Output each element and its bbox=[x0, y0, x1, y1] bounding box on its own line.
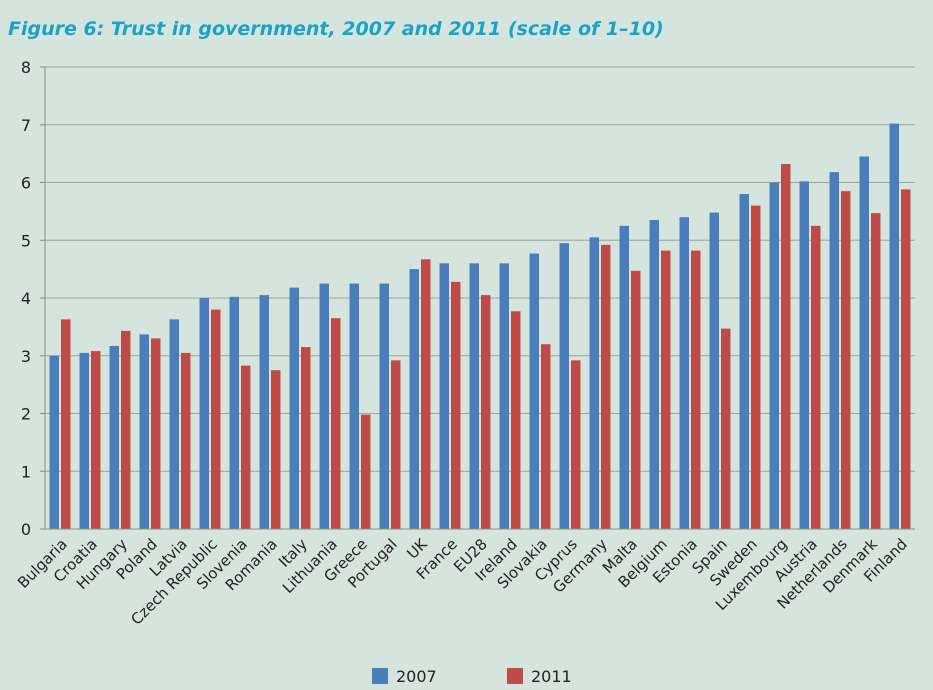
y-tick-label: 1 bbox=[21, 462, 31, 481]
bar-2011 bbox=[451, 281, 461, 529]
bar-2011 bbox=[571, 360, 581, 529]
bar-2011 bbox=[211, 309, 221, 529]
bar-2011 bbox=[541, 344, 551, 529]
bars bbox=[49, 123, 911, 530]
y-tick-label: 2 bbox=[21, 405, 31, 424]
bar-2007 bbox=[649, 220, 659, 529]
bar-2011 bbox=[481, 295, 491, 529]
bar-2011 bbox=[91, 351, 101, 529]
bar-2007 bbox=[619, 225, 629, 529]
bar-2007 bbox=[829, 172, 839, 530]
y-tick-label: 0 bbox=[21, 520, 31, 539]
bar-2007 bbox=[529, 253, 539, 529]
bar-2011 bbox=[811, 225, 821, 529]
bar-2007 bbox=[229, 296, 239, 529]
bar-2007 bbox=[709, 212, 719, 529]
bar-2011 bbox=[871, 213, 881, 530]
bar-2011 bbox=[181, 352, 191, 529]
bar-2007 bbox=[739, 194, 749, 530]
bar-2007 bbox=[799, 181, 809, 529]
bar-2007 bbox=[349, 283, 359, 529]
bar-2011 bbox=[61, 319, 71, 529]
bar-2007 bbox=[409, 269, 419, 529]
bar-2011 bbox=[601, 244, 611, 529]
y-tick-label: 8 bbox=[21, 58, 31, 77]
bar-2011 bbox=[781, 164, 791, 529]
x-axis-labels: BulgariaCroatiaHungaryPolandLatviaCzech … bbox=[14, 534, 911, 628]
bar-2011 bbox=[151, 338, 161, 529]
bar-2011 bbox=[901, 189, 911, 529]
bar-2011 bbox=[301, 347, 311, 529]
bar-2011 bbox=[421, 259, 431, 529]
bar-2007 bbox=[769, 182, 779, 529]
bar-2007 bbox=[259, 295, 269, 529]
y-tick-label: 6 bbox=[21, 174, 31, 193]
bar-2007 bbox=[379, 283, 389, 529]
bar-2007 bbox=[139, 334, 149, 529]
y-tick-label: 3 bbox=[21, 347, 31, 366]
bar-2011 bbox=[361, 414, 371, 529]
legend: 2007 2011 bbox=[372, 667, 572, 686]
bar-2007 bbox=[319, 283, 329, 529]
y-tick-label: 5 bbox=[21, 231, 31, 250]
bar-2007 bbox=[679, 217, 689, 529]
bar-2011 bbox=[241, 365, 251, 529]
bar-2011 bbox=[511, 311, 521, 529]
bar-2007 bbox=[859, 156, 869, 529]
bar-2011 bbox=[121, 330, 131, 529]
bar-2007 bbox=[109, 345, 119, 529]
bar-2011 bbox=[271, 370, 281, 529]
y-tick-label: 7 bbox=[21, 116, 31, 135]
bar-2007 bbox=[889, 123, 899, 529]
bar-2007 bbox=[49, 355, 59, 529]
bar-2007 bbox=[559, 243, 569, 529]
bar-2007 bbox=[79, 352, 89, 529]
bar-2011 bbox=[721, 328, 731, 529]
legend-label-2007: 2007 bbox=[396, 667, 437, 686]
bar-2011 bbox=[691, 250, 701, 529]
bar-2007 bbox=[589, 237, 599, 530]
y-tick-label: 4 bbox=[21, 289, 31, 308]
bar-2007 bbox=[289, 287, 299, 529]
legend-swatch-2011 bbox=[507, 668, 523, 684]
bar-2007 bbox=[439, 263, 449, 529]
bar-2011 bbox=[631, 270, 641, 529]
bar-2007 bbox=[199, 298, 209, 529]
y-axis-ticks: 0 1 2 3 4 5 6 7 8 bbox=[21, 58, 45, 539]
chart-title: Figure 6: Trust in government, 2007 and … bbox=[8, 18, 664, 40]
legend-label-2011: 2011 bbox=[531, 667, 572, 686]
bar-2011 bbox=[331, 318, 341, 529]
bar-2007 bbox=[499, 263, 509, 529]
bar-2007 bbox=[169, 319, 179, 529]
bar-2011 bbox=[391, 360, 401, 529]
bar-2011 bbox=[661, 250, 671, 529]
legend-swatch-2007 bbox=[372, 668, 388, 684]
bar-2011 bbox=[841, 191, 851, 529]
bar-2011 bbox=[751, 205, 761, 529]
bar-2007 bbox=[469, 263, 479, 529]
